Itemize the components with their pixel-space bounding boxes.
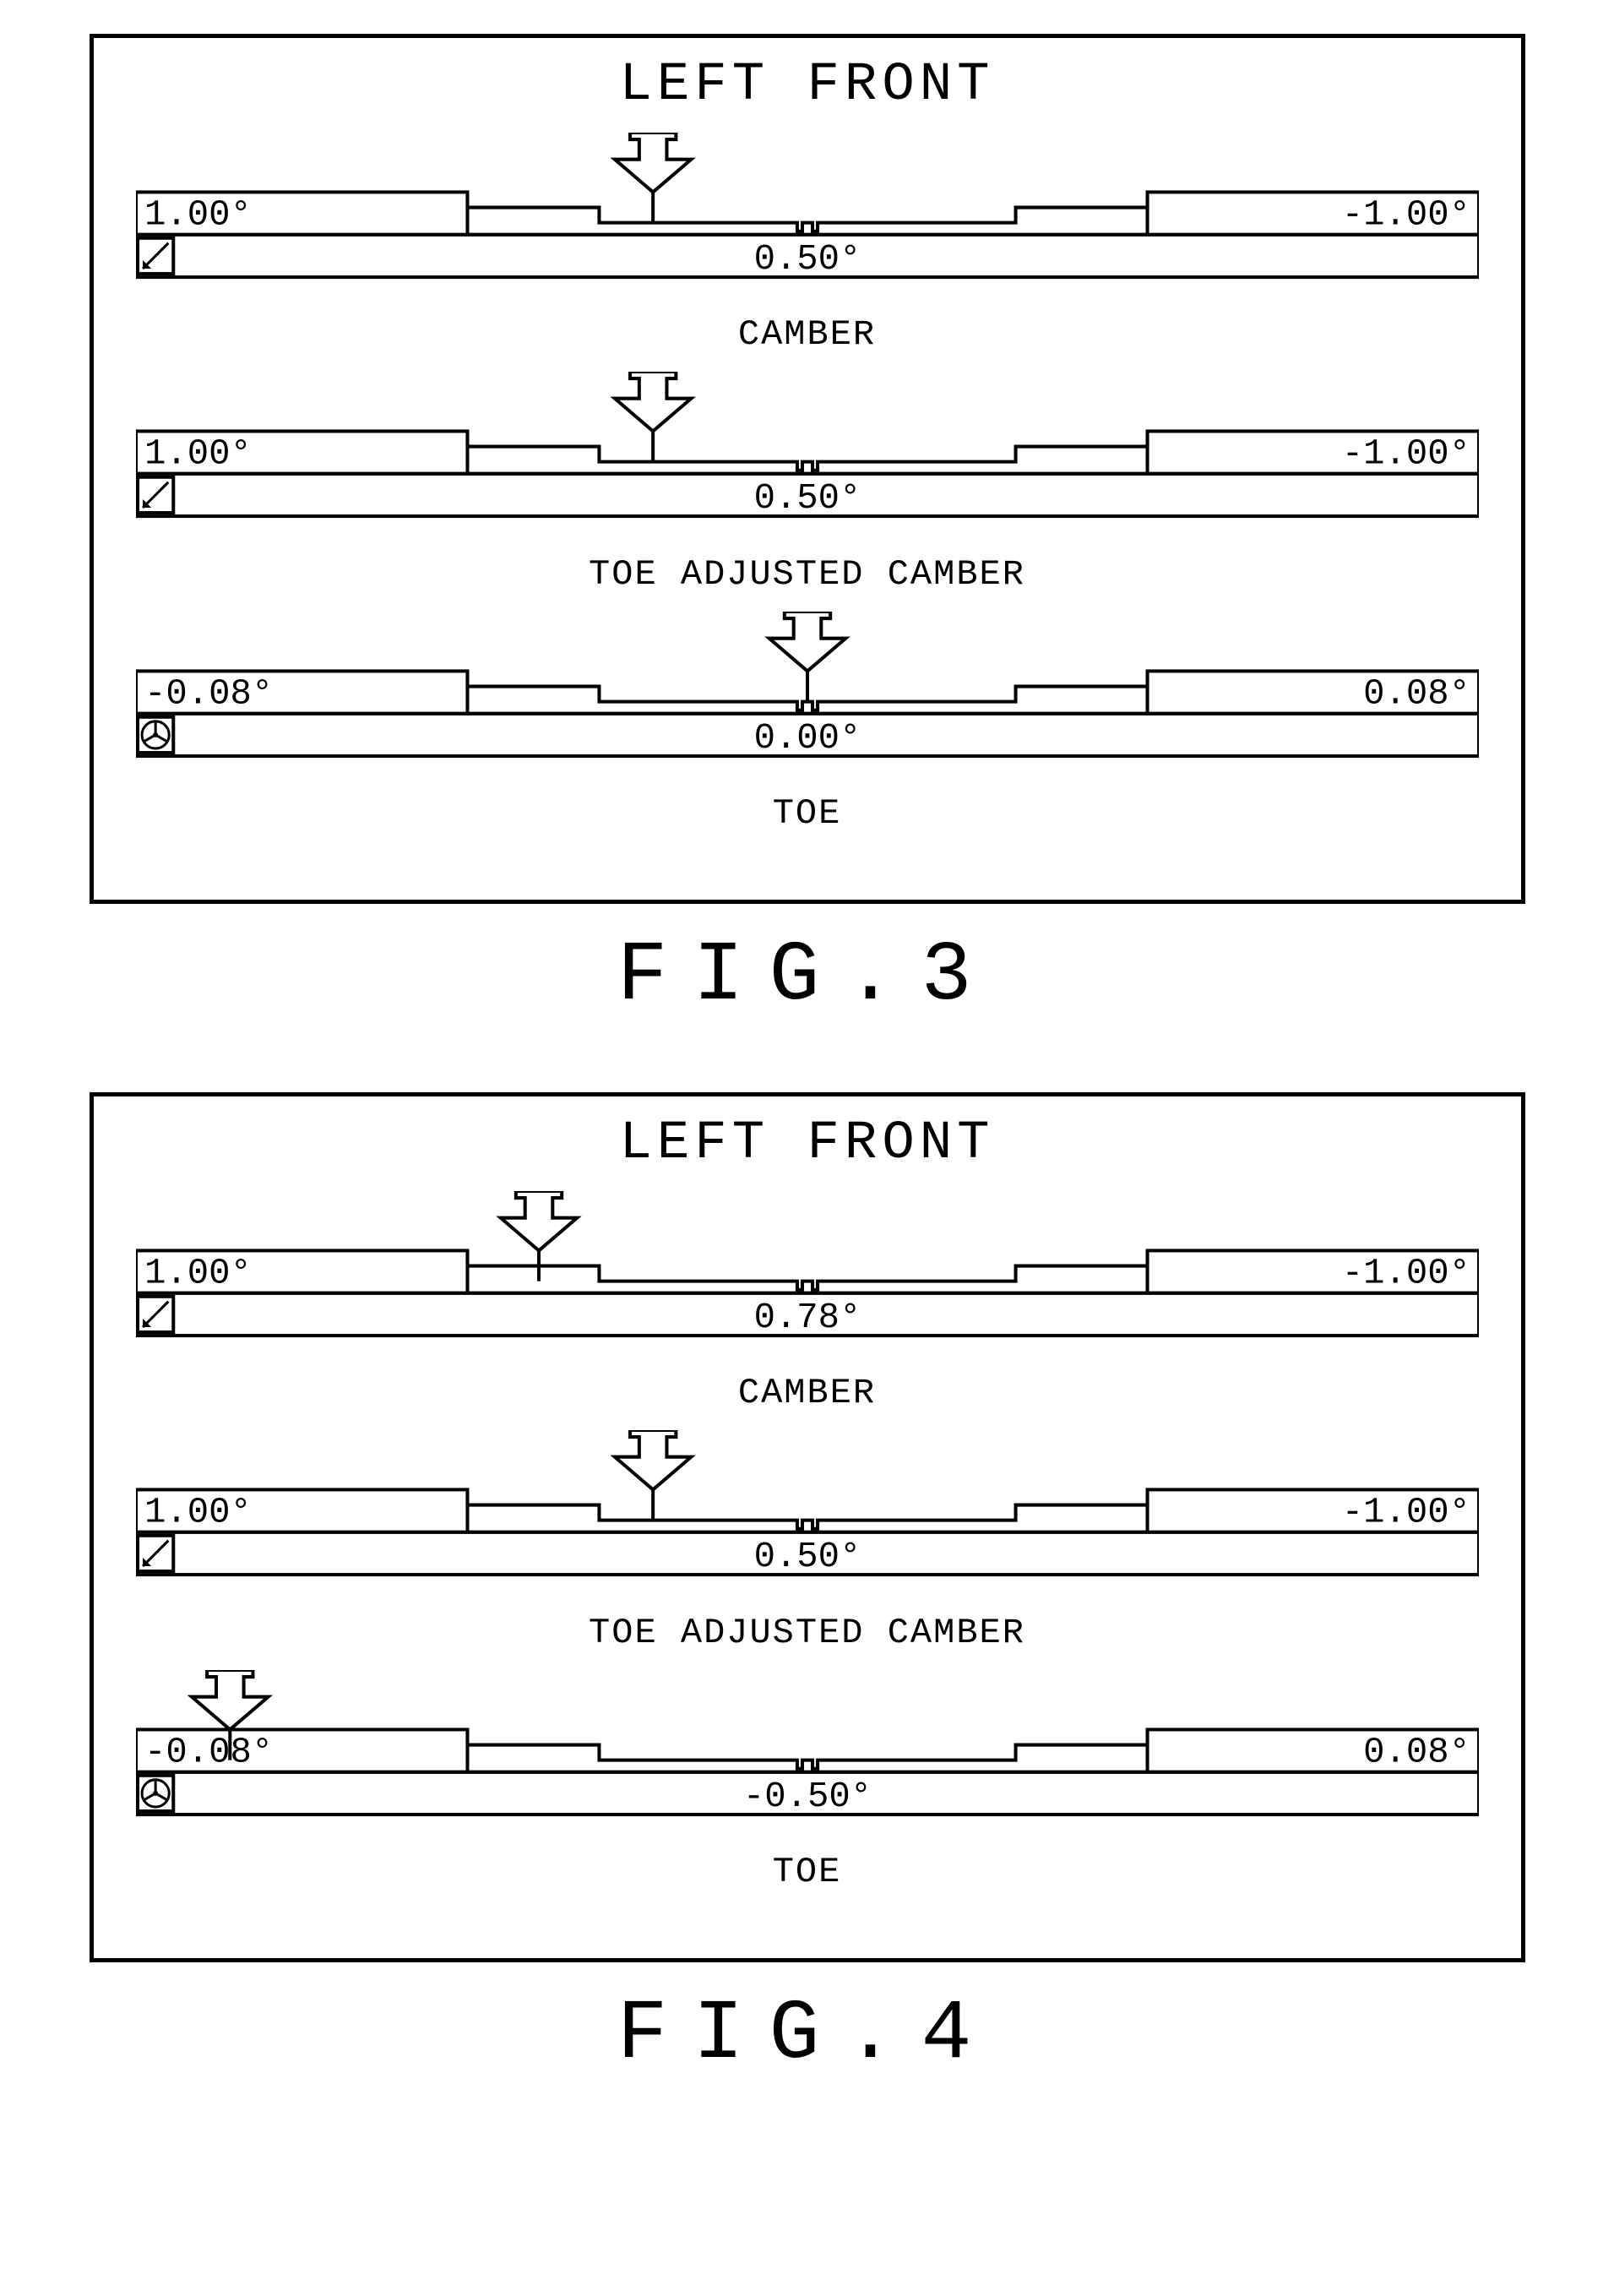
gauge: -0.08° 0.08° -0.50° [136, 1670, 1479, 1848]
center-value: 0.50° [753, 1537, 861, 1577]
panel-title: LEFT FRONT [136, 1113, 1479, 1174]
figure-caption: FIG.3 [34, 929, 1580, 1025]
panel-title: LEFT FRONT [136, 55, 1479, 116]
right-limit: -1.00° [1341, 1254, 1470, 1294]
gauge-label: CAMBER [136, 1373, 1479, 1413]
gauge-block: 1.00° -1.00° 0.50° TOE ADJUSTED CAMBER [136, 372, 1479, 594]
gauge: 1.00° -1.00° 0.50° [136, 133, 1479, 311]
indicator-arrow [614, 1430, 691, 1489]
panel: LEFT FRONT 1.00° -1.00° 0.50° CAMBER 1.0… [90, 34, 1525, 904]
figure-caption: FIG.4 [34, 1988, 1580, 2083]
left-limit: 1.00° [144, 434, 252, 475]
center-value: 0.78° [753, 1298, 861, 1338]
indicator-arrow [500, 1191, 577, 1250]
center-value: 0.00° [753, 718, 861, 759]
right-limit: -1.00° [1341, 434, 1470, 475]
gauge: 1.00° -1.00° 0.78° [136, 1191, 1479, 1369]
gauge-label: TOE [136, 1852, 1479, 1892]
gauge-block: 1.00° -1.00° 0.50° CAMBER [136, 133, 1479, 355]
center-value: -0.50° [742, 1776, 871, 1817]
left-limit: 1.00° [144, 195, 252, 236]
gauge-label: TOE ADJUSTED CAMBER [136, 554, 1479, 595]
center-value: 0.50° [753, 239, 861, 280]
figure: LEFT FRONT 1.00° -1.00° 0.78° CAMBER 1.0… [34, 1092, 1580, 2083]
right-limit: 0.08° [1363, 1732, 1470, 1772]
indicator-arrow [192, 1670, 269, 1729]
right-limit: 0.08° [1363, 673, 1470, 714]
gauge-block: 1.00° -1.00° 0.50° TOE ADJUSTED CAMBER [136, 1430, 1479, 1652]
indicator-arrow [614, 133, 691, 192]
left-limit: -0.08° [144, 673, 273, 714]
right-limit: -1.00° [1341, 1493, 1470, 1533]
gauge-block: -0.08° 0.08° -0.50° TOE [136, 1670, 1479, 1892]
gauge-label: TOE [136, 793, 1479, 834]
gauge-label: TOE ADJUSTED CAMBER [136, 1613, 1479, 1653]
figure: LEFT FRONT 1.00° -1.00° 0.50° CAMBER 1.0… [34, 34, 1580, 1025]
gauge-block: -0.08° 0.08° 0.00° TOE [136, 612, 1479, 834]
indicator-arrow [614, 372, 691, 431]
left-limit: 1.00° [144, 1254, 252, 1294]
left-limit: -0.08° [144, 1732, 273, 1772]
panel: LEFT FRONT 1.00° -1.00° 0.78° CAMBER 1.0… [90, 1092, 1525, 1962]
gauge: -0.08° 0.08° 0.00° [136, 612, 1479, 790]
gauge: 1.00° -1.00° 0.50° [136, 1430, 1479, 1608]
right-limit: -1.00° [1341, 195, 1470, 236]
indicator-arrow [769, 612, 845, 671]
gauge-block: 1.00° -1.00° 0.78° CAMBER [136, 1191, 1479, 1413]
gauge-label: CAMBER [136, 314, 1479, 355]
left-limit: 1.00° [144, 1493, 252, 1533]
center-value: 0.50° [753, 478, 861, 519]
gauge: 1.00° -1.00° 0.50° [136, 372, 1479, 550]
